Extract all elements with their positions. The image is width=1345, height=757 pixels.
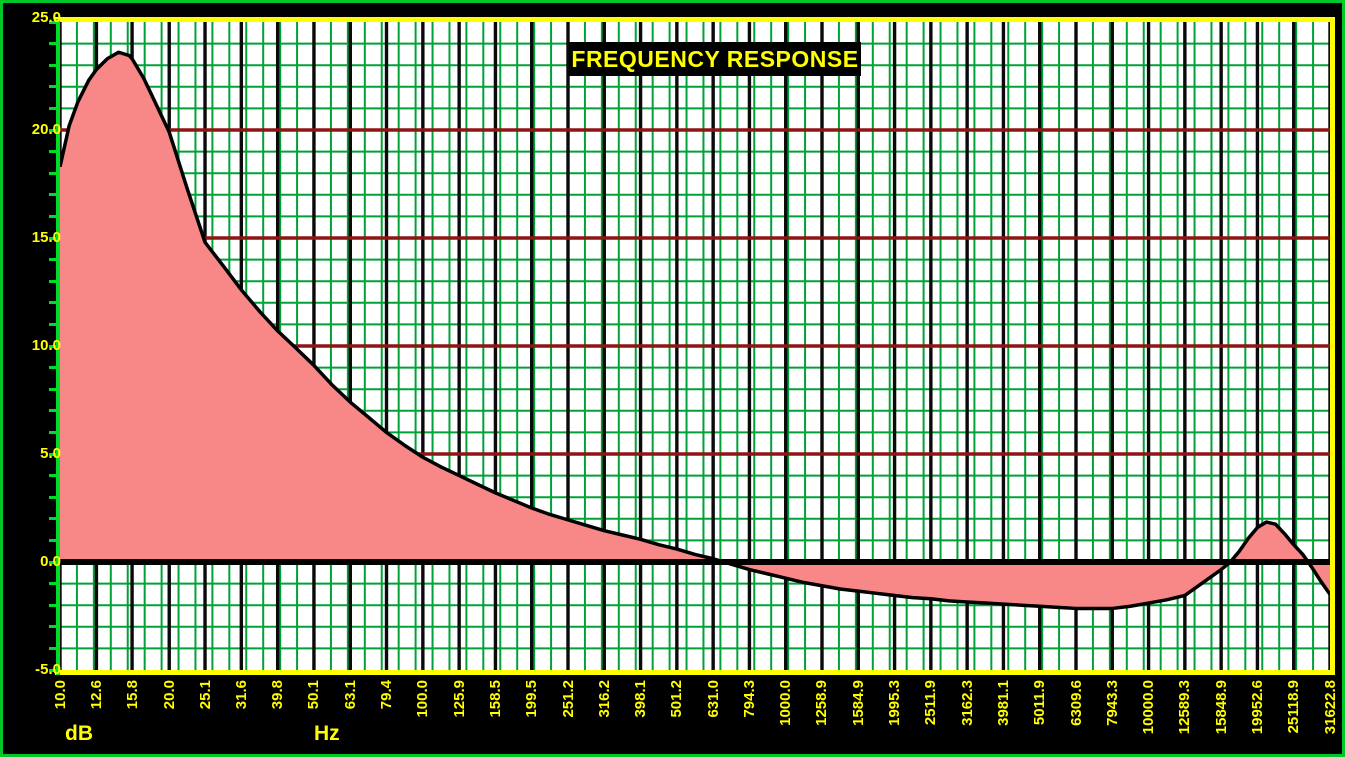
x-axis-label: 1995.3 (886, 680, 904, 726)
x-axis-label: 25.1 (196, 680, 214, 710)
y-tick (49, 366, 57, 370)
frequency-response-chart (60, 22, 1330, 670)
y-tick (49, 301, 57, 305)
x-axis-label: 2511.9 (922, 680, 940, 726)
y-tick (49, 430, 57, 434)
x-axis-label: 1584.9 (849, 680, 867, 726)
y-unit-label: dB (65, 722, 93, 745)
chart-title: FREQUENCY RESPONSE (569, 42, 861, 76)
y-tick (49, 258, 57, 262)
y-tick (49, 344, 57, 348)
x-axis-label: 1000.0 (777, 680, 795, 726)
x-axis-label: 125.9 (450, 680, 468, 718)
y-tick (49, 150, 57, 154)
x-axis-label: 31622.8 (1321, 680, 1339, 735)
y-tick (49, 452, 57, 456)
y-tick (49, 193, 57, 197)
response-fill-area (60, 52, 1330, 609)
y-tick (49, 517, 57, 521)
x-axis-label: 398.1 (632, 680, 650, 718)
x-axis-label: 199.5 (523, 680, 541, 718)
x-axis-label: 1258.9 (813, 680, 831, 726)
y-tick (49, 495, 57, 499)
y-tick (49, 474, 57, 478)
y-tick (49, 279, 57, 283)
x-axis-label: 501.2 (668, 680, 686, 718)
y-axis-label: 15.0 (31, 229, 61, 246)
y-tick (49, 668, 57, 672)
x-axis-label: 3162.3 (958, 680, 976, 726)
x-axis-label: 794.3 (740, 680, 758, 718)
y-tick (49, 106, 57, 110)
y-tick (49, 560, 57, 564)
x-axis-label: 20.0 (160, 680, 178, 710)
x-axis-label: 63.1 (341, 680, 359, 710)
y-tick (49, 236, 57, 240)
y-tick (49, 42, 57, 46)
x-axis-label: 5011.9 (1031, 680, 1049, 726)
x-axis-label: 251.2 (559, 680, 577, 718)
y-tick (49, 538, 57, 542)
x-axis-label: 31.6 (232, 680, 250, 710)
x-unit-label: Hz (314, 722, 340, 745)
y-axis-label: 10.0 (31, 337, 61, 354)
x-axis-label: 158.5 (486, 680, 504, 718)
y-tick (49, 603, 57, 607)
x-axis-label: 3981.1 (994, 680, 1012, 726)
x-axis-label: 6309.6 (1067, 680, 1085, 726)
y-axis-label: -5.0 (35, 661, 61, 678)
y-axis-label: 0.0 (40, 553, 61, 570)
y-tick (49, 646, 57, 650)
y-tick (49, 20, 57, 24)
plot-area (60, 22, 1330, 670)
x-axis-label: 25118.9 (1285, 680, 1303, 734)
x-axis-label: 39.8 (269, 680, 287, 710)
y-tick (49, 387, 57, 391)
y-tick (49, 128, 57, 132)
x-axis-label: 100.0 (414, 680, 432, 718)
y-tick (49, 625, 57, 629)
x-axis-label: 15848.9 (1212, 680, 1230, 735)
x-axis-label: 79.4 (378, 680, 395, 710)
y-tick (49, 214, 57, 218)
y-axis-label: 25.0 (31, 9, 61, 26)
y-tick (49, 171, 57, 175)
plot-border (55, 17, 1335, 675)
y-tick (49, 582, 57, 586)
y-axis-label: 20.0 (31, 121, 61, 138)
x-axis-label: 19952.6 (1248, 680, 1266, 735)
x-axis-label: 10000.0 (1140, 680, 1158, 735)
y-tick (49, 85, 57, 89)
x-axis-label: 15.8 (123, 680, 141, 710)
x-axis-label: 12589.3 (1176, 680, 1194, 735)
y-tick (49, 409, 57, 413)
y-axis-line (56, 19, 60, 675)
y-axis-label: 5.0 (40, 445, 61, 462)
y-tick (49, 63, 57, 67)
y-tick (49, 322, 57, 326)
x-axis-label: 631.0 (704, 680, 722, 718)
response-curve (60, 50, 1330, 611)
x-axis-label: 316.2 (595, 680, 613, 718)
x-axis-label: 7943.3 (1103, 680, 1121, 726)
